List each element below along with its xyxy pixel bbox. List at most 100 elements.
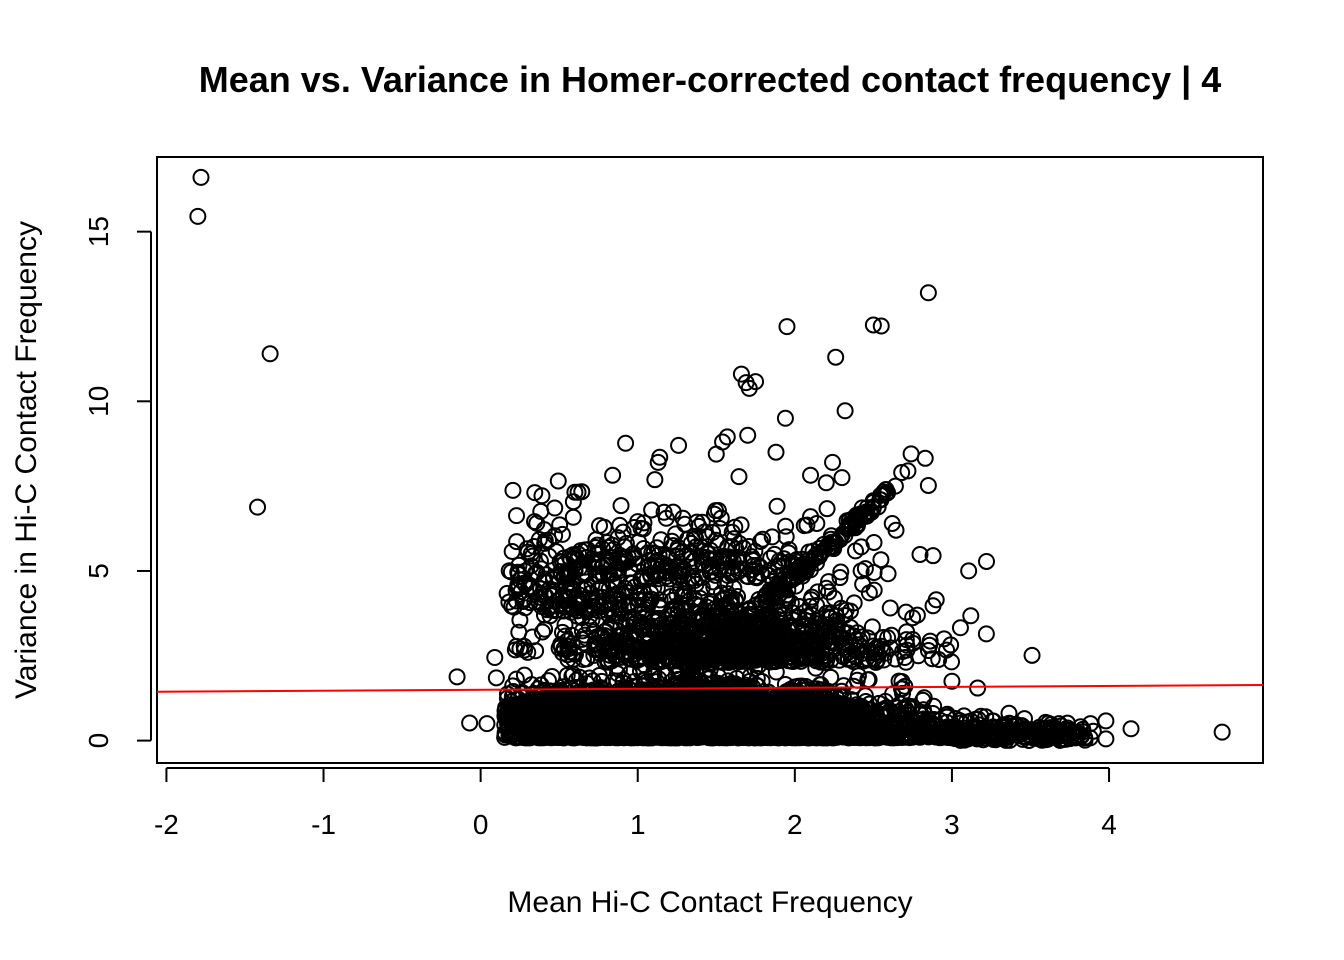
data-point bbox=[894, 684, 912, 702]
data-point bbox=[881, 599, 899, 617]
data-point bbox=[977, 625, 995, 643]
data-point bbox=[628, 640, 646, 658]
data-point bbox=[834, 648, 852, 666]
data-point bbox=[921, 636, 939, 654]
data-point bbox=[790, 608, 808, 626]
x-tick-label: 1 bbox=[630, 809, 646, 840]
data-point bbox=[827, 607, 845, 625]
x-axis: -2 -1 0 1 2 3 4 bbox=[154, 767, 1117, 840]
data-point bbox=[1023, 646, 1041, 664]
data-point bbox=[771, 701, 789, 719]
data-point bbox=[853, 644, 871, 662]
x-tick-label: 4 bbox=[1101, 809, 1117, 840]
data-point bbox=[721, 593, 739, 611]
data-point bbox=[576, 626, 594, 644]
data-point bbox=[923, 650, 941, 668]
data-point bbox=[756, 690, 774, 708]
data-point bbox=[872, 551, 890, 569]
y-tick-label: 15 bbox=[83, 216, 114, 247]
data-point bbox=[672, 697, 690, 715]
data-point bbox=[747, 703, 765, 721]
data-point bbox=[574, 634, 592, 652]
data-point bbox=[738, 701, 756, 719]
data-point bbox=[563, 667, 581, 685]
data-point bbox=[649, 623, 667, 641]
data-point bbox=[960, 562, 978, 580]
data-point bbox=[647, 689, 665, 707]
data-point bbox=[850, 636, 868, 654]
x-tick-label: 0 bbox=[473, 809, 489, 840]
data-point bbox=[689, 603, 707, 621]
data-point bbox=[792, 704, 810, 722]
data-point bbox=[811, 676, 829, 694]
data-point bbox=[510, 623, 528, 641]
data-point bbox=[563, 626, 581, 644]
data-point bbox=[911, 545, 929, 563]
data-point bbox=[867, 653, 885, 671]
data-point bbox=[804, 621, 822, 639]
y-axis: 0 5 10 15 bbox=[83, 216, 152, 749]
data-point bbox=[844, 627, 862, 645]
data-point bbox=[820, 633, 838, 651]
data-point bbox=[515, 666, 533, 684]
data-point bbox=[713, 705, 731, 723]
data-point bbox=[623, 636, 641, 654]
data-point bbox=[751, 628, 769, 646]
data-point bbox=[579, 694, 597, 712]
data-point bbox=[568, 671, 586, 689]
data-point bbox=[601, 617, 619, 635]
x-tick-label: 3 bbox=[944, 809, 960, 840]
data-point bbox=[661, 651, 679, 669]
data-point bbox=[591, 645, 609, 663]
data-point bbox=[836, 606, 854, 624]
data-point bbox=[558, 632, 576, 650]
data-point bbox=[714, 676, 732, 694]
data-point bbox=[835, 696, 853, 714]
y-tick-label: 0 bbox=[83, 733, 114, 749]
data-point bbox=[969, 679, 987, 697]
scatter-points bbox=[189, 168, 1231, 749]
data-point bbox=[596, 623, 614, 641]
data-point bbox=[854, 575, 872, 593]
data-point bbox=[669, 635, 687, 653]
chart-title: Mean vs. Variance in Homer-corrected con… bbox=[199, 59, 1221, 101]
data-point bbox=[635, 670, 653, 688]
data-point bbox=[854, 652, 872, 670]
x-tick-label: -2 bbox=[154, 809, 179, 840]
data-point bbox=[896, 648, 914, 666]
data-point bbox=[609, 686, 627, 704]
data-point bbox=[730, 652, 748, 670]
data-point bbox=[822, 651, 840, 669]
data-point bbox=[898, 636, 916, 654]
data-point bbox=[560, 643, 578, 661]
data-point bbox=[951, 619, 969, 637]
data-point bbox=[771, 652, 789, 670]
data-point bbox=[701, 669, 719, 687]
data-point bbox=[818, 604, 836, 622]
data-point bbox=[596, 633, 614, 651]
data-point bbox=[781, 628, 799, 646]
data-point bbox=[667, 693, 685, 711]
y-tick-label: 10 bbox=[83, 386, 114, 417]
data-point bbox=[654, 702, 672, 720]
y-tick-label: 5 bbox=[83, 563, 114, 579]
data-point bbox=[802, 591, 820, 609]
data-point bbox=[886, 650, 904, 668]
plot-area-frame bbox=[156, 156, 1264, 764]
data-point bbox=[663, 606, 681, 624]
data-point bbox=[543, 667, 561, 685]
x-tick-label: 2 bbox=[787, 809, 803, 840]
data-point bbox=[533, 623, 551, 641]
data-point bbox=[612, 627, 630, 645]
data-point bbox=[858, 649, 876, 667]
data-point bbox=[808, 680, 826, 698]
x-tick-label: -1 bbox=[311, 809, 336, 840]
data-point bbox=[693, 606, 711, 624]
data-point bbox=[863, 618, 881, 636]
data-point bbox=[877, 644, 895, 662]
data-point bbox=[692, 626, 710, 644]
data-point bbox=[751, 639, 769, 657]
data-point bbox=[706, 688, 724, 706]
data-point bbox=[801, 598, 819, 616]
